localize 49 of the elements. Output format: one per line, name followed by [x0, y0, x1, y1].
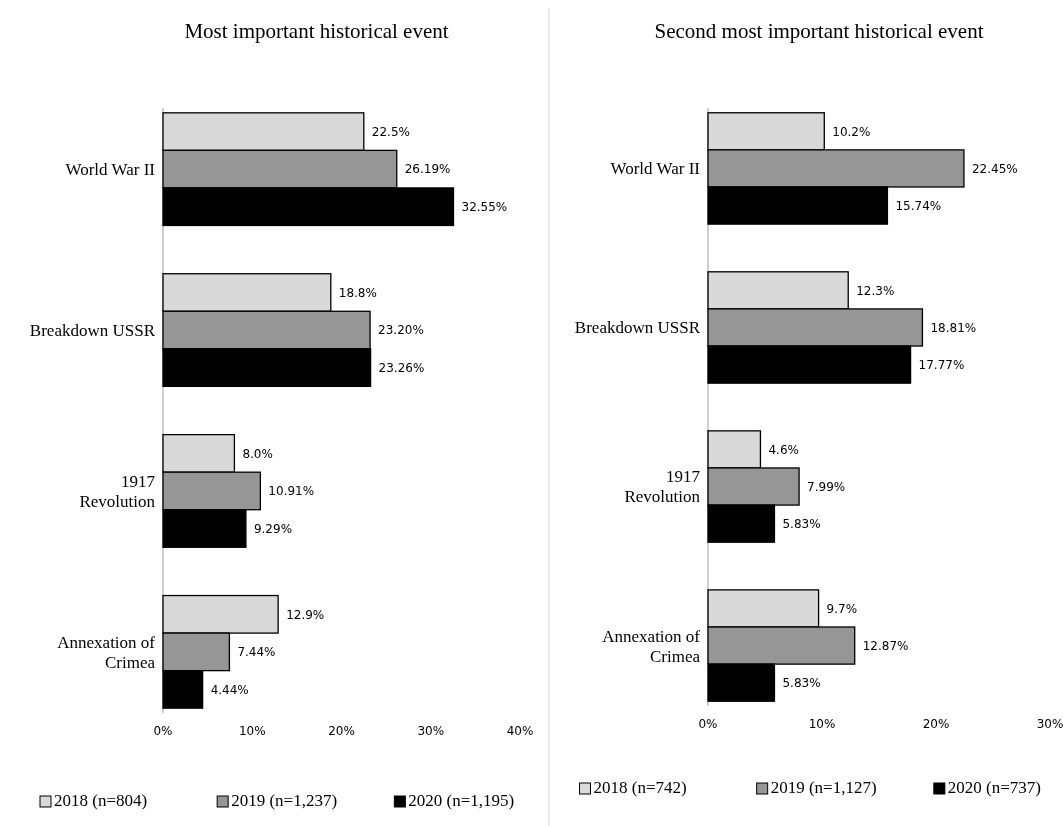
legend-label: 2020 (n=737): [947, 778, 1042, 797]
data-label: 23.20%: [378, 323, 424, 338]
data-label: 7.44%: [237, 645, 276, 660]
data-label: 22.45%: [971, 161, 1018, 176]
data-label: 18.8%: [338, 285, 377, 300]
x-tick-label: 10%: [238, 724, 266, 738]
y-tick-label: World War II: [610, 159, 701, 179]
x-tick-label: 0%: [698, 717, 718, 731]
legend-label: 2020 (n=1,195): [408, 791, 515, 810]
y-tick-label: Breakdown USSR: [574, 318, 701, 338]
data-label: 9.29%: [253, 521, 293, 536]
data-label: 18.81%: [930, 320, 977, 335]
data-label: 32.55%: [461, 199, 508, 214]
x-tick-label: 20%: [328, 724, 355, 738]
x-tick-label: 30%: [1036, 717, 1063, 731]
data-label: 12.87%: [862, 638, 909, 653]
data-label: 4.6%: [768, 442, 799, 457]
data-label: 9.7%: [826, 601, 858, 616]
y-tick-label: 1917 Revolution: [624, 467, 701, 507]
data-label: 12.9%: [286, 607, 325, 622]
legend-label: 2018 (n=804): [54, 791, 148, 810]
data-label: 7.99%: [807, 479, 846, 494]
legend-label: 2019 (n=1,127): [770, 778, 877, 797]
data-label: 23.26%: [378, 360, 425, 375]
data-label: 4.44%: [210, 682, 249, 697]
y-tick-label: Annexation of Crimea: [57, 632, 156, 672]
y-tick-label: 1917 Revolution: [79, 471, 156, 511]
x-tick-label: 20%: [922, 717, 950, 731]
data-label: 22.5%: [371, 124, 410, 139]
data-label: 10.91%: [268, 484, 315, 499]
legend-label: 2018 (n=742): [593, 778, 687, 797]
data-label: 12.3%: [856, 283, 895, 298]
x-tick-label: 30%: [417, 724, 445, 738]
data-label: 5.83%: [782, 516, 821, 531]
x-tick-label: 0%: [153, 724, 173, 738]
y-tick-label: World War II: [65, 160, 156, 180]
data-label: 8.0%: [242, 446, 273, 461]
x-tick-label: 10%: [808, 717, 836, 731]
y-tick-label: Breakdown USSR: [29, 321, 156, 340]
data-label: 15.74%: [895, 198, 942, 213]
chart-title: Second most important historical event: [654, 19, 984, 43]
legend-label: 2019 (n=1,237): [231, 791, 338, 810]
y-tick-label: Annexation of Crimea: [602, 626, 701, 666]
chart-title: Most important historical event: [184, 19, 449, 43]
data-label: 5.83%: [782, 675, 821, 690]
data-label: 10.2%: [832, 124, 871, 139]
data-label: 17.77%: [918, 357, 965, 372]
x-tick-label: 40%: [506, 724, 534, 738]
data-label: 26.19%: [404, 162, 451, 177]
